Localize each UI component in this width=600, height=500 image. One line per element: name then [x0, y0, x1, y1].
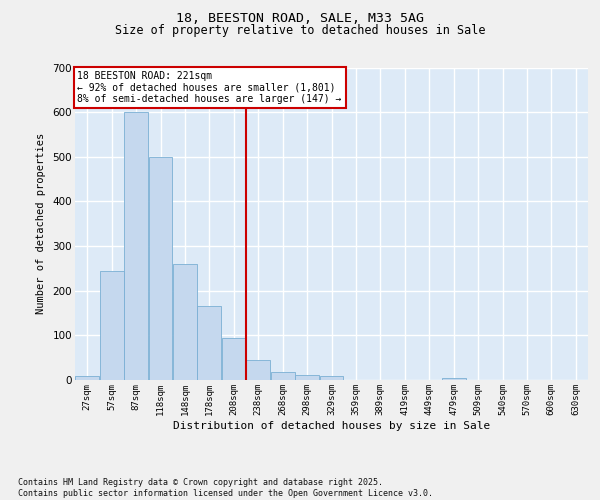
X-axis label: Distribution of detached houses by size in Sale: Distribution of detached houses by size …: [173, 420, 490, 430]
Bar: [246, 360, 270, 380]
Bar: [295, 374, 319, 380]
Y-axis label: Number of detached properties: Number of detached properties: [35, 133, 46, 314]
Bar: [271, 372, 295, 380]
Bar: [173, 264, 197, 380]
Bar: [75, 376, 99, 380]
Bar: [222, 338, 246, 380]
Text: Contains HM Land Registry data © Crown copyright and database right 2025.
Contai: Contains HM Land Registry data © Crown c…: [18, 478, 433, 498]
Bar: [320, 376, 343, 380]
Bar: [197, 306, 221, 380]
Text: Size of property relative to detached houses in Sale: Size of property relative to detached ho…: [115, 24, 485, 37]
Bar: [149, 157, 172, 380]
Text: 18, BEESTON ROAD, SALE, M33 5AG: 18, BEESTON ROAD, SALE, M33 5AG: [176, 12, 424, 26]
Text: 18 BEESTON ROAD: 221sqm
← 92% of detached houses are smaller (1,801)
8% of semi-: 18 BEESTON ROAD: 221sqm ← 92% of detache…: [77, 70, 342, 104]
Bar: [100, 270, 124, 380]
Bar: [442, 378, 466, 380]
Bar: [124, 112, 148, 380]
